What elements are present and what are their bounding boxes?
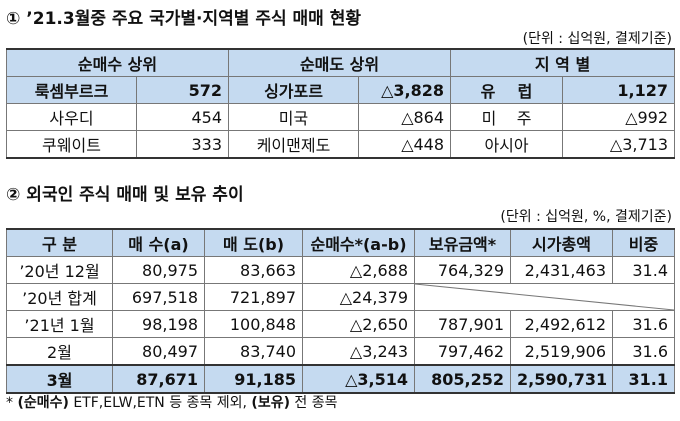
cell: 697,518 xyxy=(112,283,205,311)
cell: 미국 xyxy=(228,103,360,131)
cell: 2,590,731 xyxy=(510,364,613,394)
cell: 사우디 xyxy=(6,103,137,131)
cell: 764,329 xyxy=(414,256,511,284)
cell: 2,492,612 xyxy=(510,310,613,338)
section1-title: ① ’21.3월중 주요 국가별·지역별 주식 매매 현황 xyxy=(6,9,362,29)
cell: 91,185 xyxy=(204,364,303,394)
footnote-text-1: ETF,ELW,ETN 등 종목 제외, xyxy=(68,395,252,411)
cell: 1,127 xyxy=(562,76,676,104)
diagonal-line xyxy=(415,284,674,310)
cell: 2,519,906 xyxy=(510,337,613,366)
footnote: * (순매수) ETF,ELW,ETN 등 종목 제외, (보유) 전 종목 xyxy=(6,392,338,412)
cell: 805,252 xyxy=(414,364,511,394)
header-net-buy: 순매수 상위 xyxy=(5,48,230,77)
table-row: 사우디 454 미국 △864 미 주 △992 xyxy=(6,103,676,131)
header-category: 구 분 xyxy=(6,228,113,257)
cell: 2월 xyxy=(6,337,113,366)
cell: △24,379 xyxy=(302,283,415,311)
header-sell: 매 도(b) xyxy=(204,228,303,257)
header-buy: 매 수(a) xyxy=(112,228,205,257)
cell: △2,688 xyxy=(302,256,415,284)
cell: 유 럽 xyxy=(450,76,564,104)
cell: 케이맨제도 xyxy=(228,130,360,159)
cell: 2,431,463 xyxy=(510,256,613,284)
cell: 아시아 xyxy=(450,130,564,159)
section2-unit: (단위 : 십억원, %, 결제기준) xyxy=(500,209,672,225)
table-row: 3월 87,671 91,185 △3,514 805,252 2,590,73… xyxy=(6,364,675,394)
cell: △448 xyxy=(358,130,452,159)
cell: ’20년 합계 xyxy=(6,283,113,311)
cell: 87,671 xyxy=(112,364,205,394)
footnote-text-2: 전 종목 xyxy=(289,395,338,411)
footnote-star: * xyxy=(6,395,13,411)
section2-title: ② 외국인 주식 매매 및 보유 추이 xyxy=(6,185,244,205)
cell: 31.6 xyxy=(612,310,675,338)
cell: 83,740 xyxy=(204,337,303,366)
header-market-cap: 시가총액 xyxy=(510,228,613,257)
cell: 31.1 xyxy=(612,364,675,394)
cell: 미 주 xyxy=(450,103,564,131)
cell: 98,198 xyxy=(112,310,205,338)
header-region: 지 역 별 xyxy=(450,48,676,77)
diagonal-blank-cell xyxy=(414,283,675,311)
cell: 쿠웨이트 xyxy=(6,130,137,159)
cell: △3,243 xyxy=(302,337,415,366)
header-net-buy: 순매수*(a-b) xyxy=(302,228,415,257)
cell: △3,828 xyxy=(358,76,452,104)
cell: △3,514 xyxy=(302,364,415,394)
cell: △3,713 xyxy=(562,130,676,159)
header-holdings: 보유금액* xyxy=(414,228,511,257)
table-row: 쿠웨이트 333 케이맨제도 △448 아시아 △3,713 xyxy=(6,130,676,159)
header-share: 비중 xyxy=(612,228,675,257)
country-trade-table: 순매수 상위 순매도 상위 지 역 별 룩셈부르크 572 싱가포르 △3,82… xyxy=(5,48,676,159)
cell: 31.6 xyxy=(612,337,675,366)
cell: △992 xyxy=(562,103,676,131)
cell: ’21년 1월 xyxy=(6,310,113,338)
footnote-bold-net-buy: (순매수) xyxy=(17,395,69,411)
cell: ’20년 12월 xyxy=(6,256,113,284)
footnote-bold-holdings: (보유) xyxy=(251,395,290,411)
cell: 787,901 xyxy=(414,310,511,338)
foreign-stock-table: 구 분 매 수(a) 매 도(b) 순매수*(a-b) 보유금액* 시가총액 비… xyxy=(6,228,675,394)
cell: 80,497 xyxy=(112,337,205,366)
cell: 797,462 xyxy=(414,337,511,366)
cell: △864 xyxy=(358,103,452,131)
cell: 454 xyxy=(135,103,230,131)
cell: 싱가포르 xyxy=(228,76,360,104)
cell: 83,663 xyxy=(204,256,303,284)
cell: △2,650 xyxy=(302,310,415,338)
cell: 80,975 xyxy=(112,256,205,284)
cell: 721,897 xyxy=(204,283,303,311)
table-row: 룩셈부르크 572 싱가포르 △3,828 유 럽 1,127 xyxy=(6,76,676,104)
table-row: ’20년 합계 697,518 721,897 △24,379 xyxy=(6,283,675,311)
cell: 572 xyxy=(135,76,230,104)
cell: 3월 xyxy=(6,364,113,394)
table-row: ’21년 1월 98,198 100,848 △2,650 787,901 2,… xyxy=(6,310,675,338)
cell: 100,848 xyxy=(204,310,303,338)
cell: 31.4 xyxy=(612,256,675,284)
table-row: ’20년 12월 80,975 83,663 △2,688 764,329 2,… xyxy=(6,256,675,284)
header-net-sell: 순매도 상위 xyxy=(228,48,452,77)
cell: 333 xyxy=(135,130,230,159)
table-row: 2월 80,497 83,740 △3,243 797,462 2,519,90… xyxy=(6,337,675,366)
section1-unit: (단위 : 십억원, 결제기준) xyxy=(522,31,672,47)
cell: 룩셈부르크 xyxy=(6,76,137,104)
